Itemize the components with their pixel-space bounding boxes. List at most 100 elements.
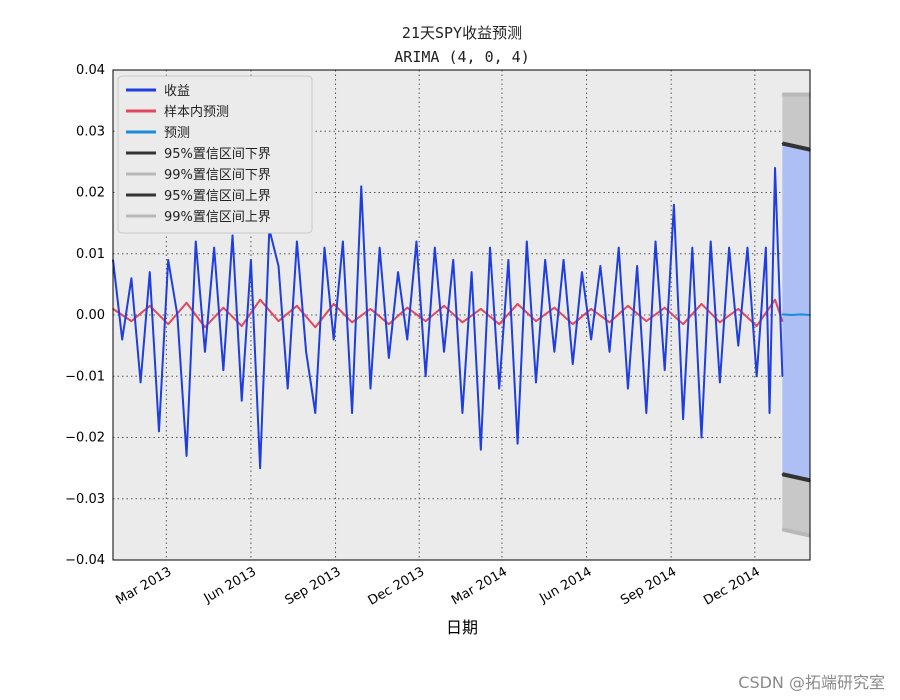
data-point-5 (781, 142, 784, 145)
series-line-5 (781, 141, 811, 152)
data-point-0 (709, 240, 712, 243)
data-point-1 (516, 303, 519, 305)
data-point-0 (121, 338, 123, 341)
legend-label: 收益 (164, 84, 190, 99)
x-tick-label: Jun 2013 (201, 564, 259, 606)
chart-subtitle: ARIMA (4, 0, 4) (394, 48, 529, 66)
data-point-1 (737, 308, 740, 310)
data-point-0 (231, 234, 234, 237)
data-point-0 (535, 381, 537, 384)
data-point-0 (581, 271, 583, 273)
data-point-1 (148, 305, 151, 307)
y-tick-label: 0.00 (76, 308, 105, 323)
data-point-0 (286, 387, 289, 390)
data-point-1 (388, 323, 390, 325)
x-tick-label: Dec 2013 (366, 564, 428, 608)
data-point-0 (139, 381, 142, 384)
data-point-3 (781, 473, 784, 476)
series-lines (112, 92, 811, 538)
data-point-0 (599, 265, 602, 267)
x-axis-ticks: Mar 2013 Jun 2013 Sep 2013 Dec 2013 Mar 2014… (113, 564, 762, 608)
data-point-0 (351, 412, 353, 414)
data-point-0 (130, 277, 133, 280)
x-tick-label: Sep 2013 (283, 564, 344, 608)
data-point-1 (351, 321, 353, 324)
data-point-0 (314, 412, 317, 414)
data-point-1 (645, 320, 648, 322)
data-point-0 (571, 363, 574, 365)
data-point-1 (590, 308, 592, 310)
data-point-0 (654, 240, 657, 243)
data-point-0 (213, 246, 215, 249)
data-point-1 (296, 305, 298, 307)
data-point-0 (378, 246, 381, 249)
data-point-0 (746, 246, 749, 249)
data-point-0 (516, 442, 519, 445)
data-point-1 (185, 301, 188, 304)
data-point-0 (148, 271, 151, 273)
data-point-0 (240, 399, 243, 402)
data-point-1 (332, 303, 335, 305)
data-point-0 (719, 381, 721, 384)
data-point-0 (222, 369, 225, 371)
data-point-0 (636, 265, 638, 267)
chart-title: 21天SPY收益预测 (402, 24, 522, 42)
data-point-0 (452, 259, 455, 261)
series-line-2 (782, 313, 811, 316)
data-point-0 (489, 246, 491, 249)
data-point-1 (167, 323, 169, 325)
y-tick-label: 0.03 (76, 124, 105, 139)
data-point-0 (781, 375, 784, 378)
data-point-1 (682, 323, 684, 325)
legend-label: 99%置信区间上界 (164, 210, 271, 225)
data-point-1 (781, 320, 784, 322)
data-point-4 (781, 528, 784, 531)
legend-label: 样本内预测 (164, 104, 229, 120)
data-point-0 (415, 240, 418, 243)
data-point-1 (130, 320, 133, 322)
y-tick-label: −0.01 (65, 369, 105, 384)
data-point-1 (240, 325, 243, 327)
y-tick-label: −0.02 (65, 431, 105, 446)
data-point-0 (737, 344, 740, 347)
data-point-0 (296, 240, 298, 243)
data-point-1 (553, 306, 556, 309)
data-point-1 (774, 298, 776, 301)
watermark: CSDN @拓端研究室 (738, 673, 885, 692)
data-point-1 (755, 325, 758, 327)
data-point-0 (728, 246, 730, 249)
data-point-0 (562, 259, 565, 261)
data-point-0 (645, 412, 648, 414)
data-point-0 (323, 246, 326, 249)
data-point-0 (507, 259, 510, 261)
data-point-1 (443, 305, 445, 307)
data-point-0 (774, 167, 776, 169)
data-point-1 (222, 306, 225, 309)
data-point-0 (158, 430, 160, 433)
data-point-0 (755, 375, 758, 378)
data-point-0 (682, 418, 684, 420)
x-axis-title: 日期 (446, 618, 478, 637)
x-tick-label: Jun 2014 (536, 564, 594, 606)
data-point-1 (314, 326, 317, 329)
y-tick-label: 0.01 (76, 247, 105, 262)
data-point-0 (277, 265, 280, 267)
data-point-2 (790, 314, 793, 316)
legend-label: 99%置信区间下界 (164, 168, 271, 183)
data-point-0 (700, 436, 703, 439)
data-point-0 (250, 259, 252, 261)
data-point-0 (194, 240, 197, 243)
plot-frame (112, 69, 811, 561)
data-point-0 (691, 246, 694, 249)
data-point-0 (443, 350, 445, 353)
data-point-0 (765, 246, 767, 249)
data-point-0 (470, 271, 473, 273)
data-point-0 (673, 203, 675, 206)
data-point-0 (342, 240, 344, 243)
legend-label: 预测 (164, 126, 190, 141)
data-point-1 (700, 303, 703, 305)
data-point-0 (553, 350, 556, 353)
data-point-0 (176, 314, 179, 316)
